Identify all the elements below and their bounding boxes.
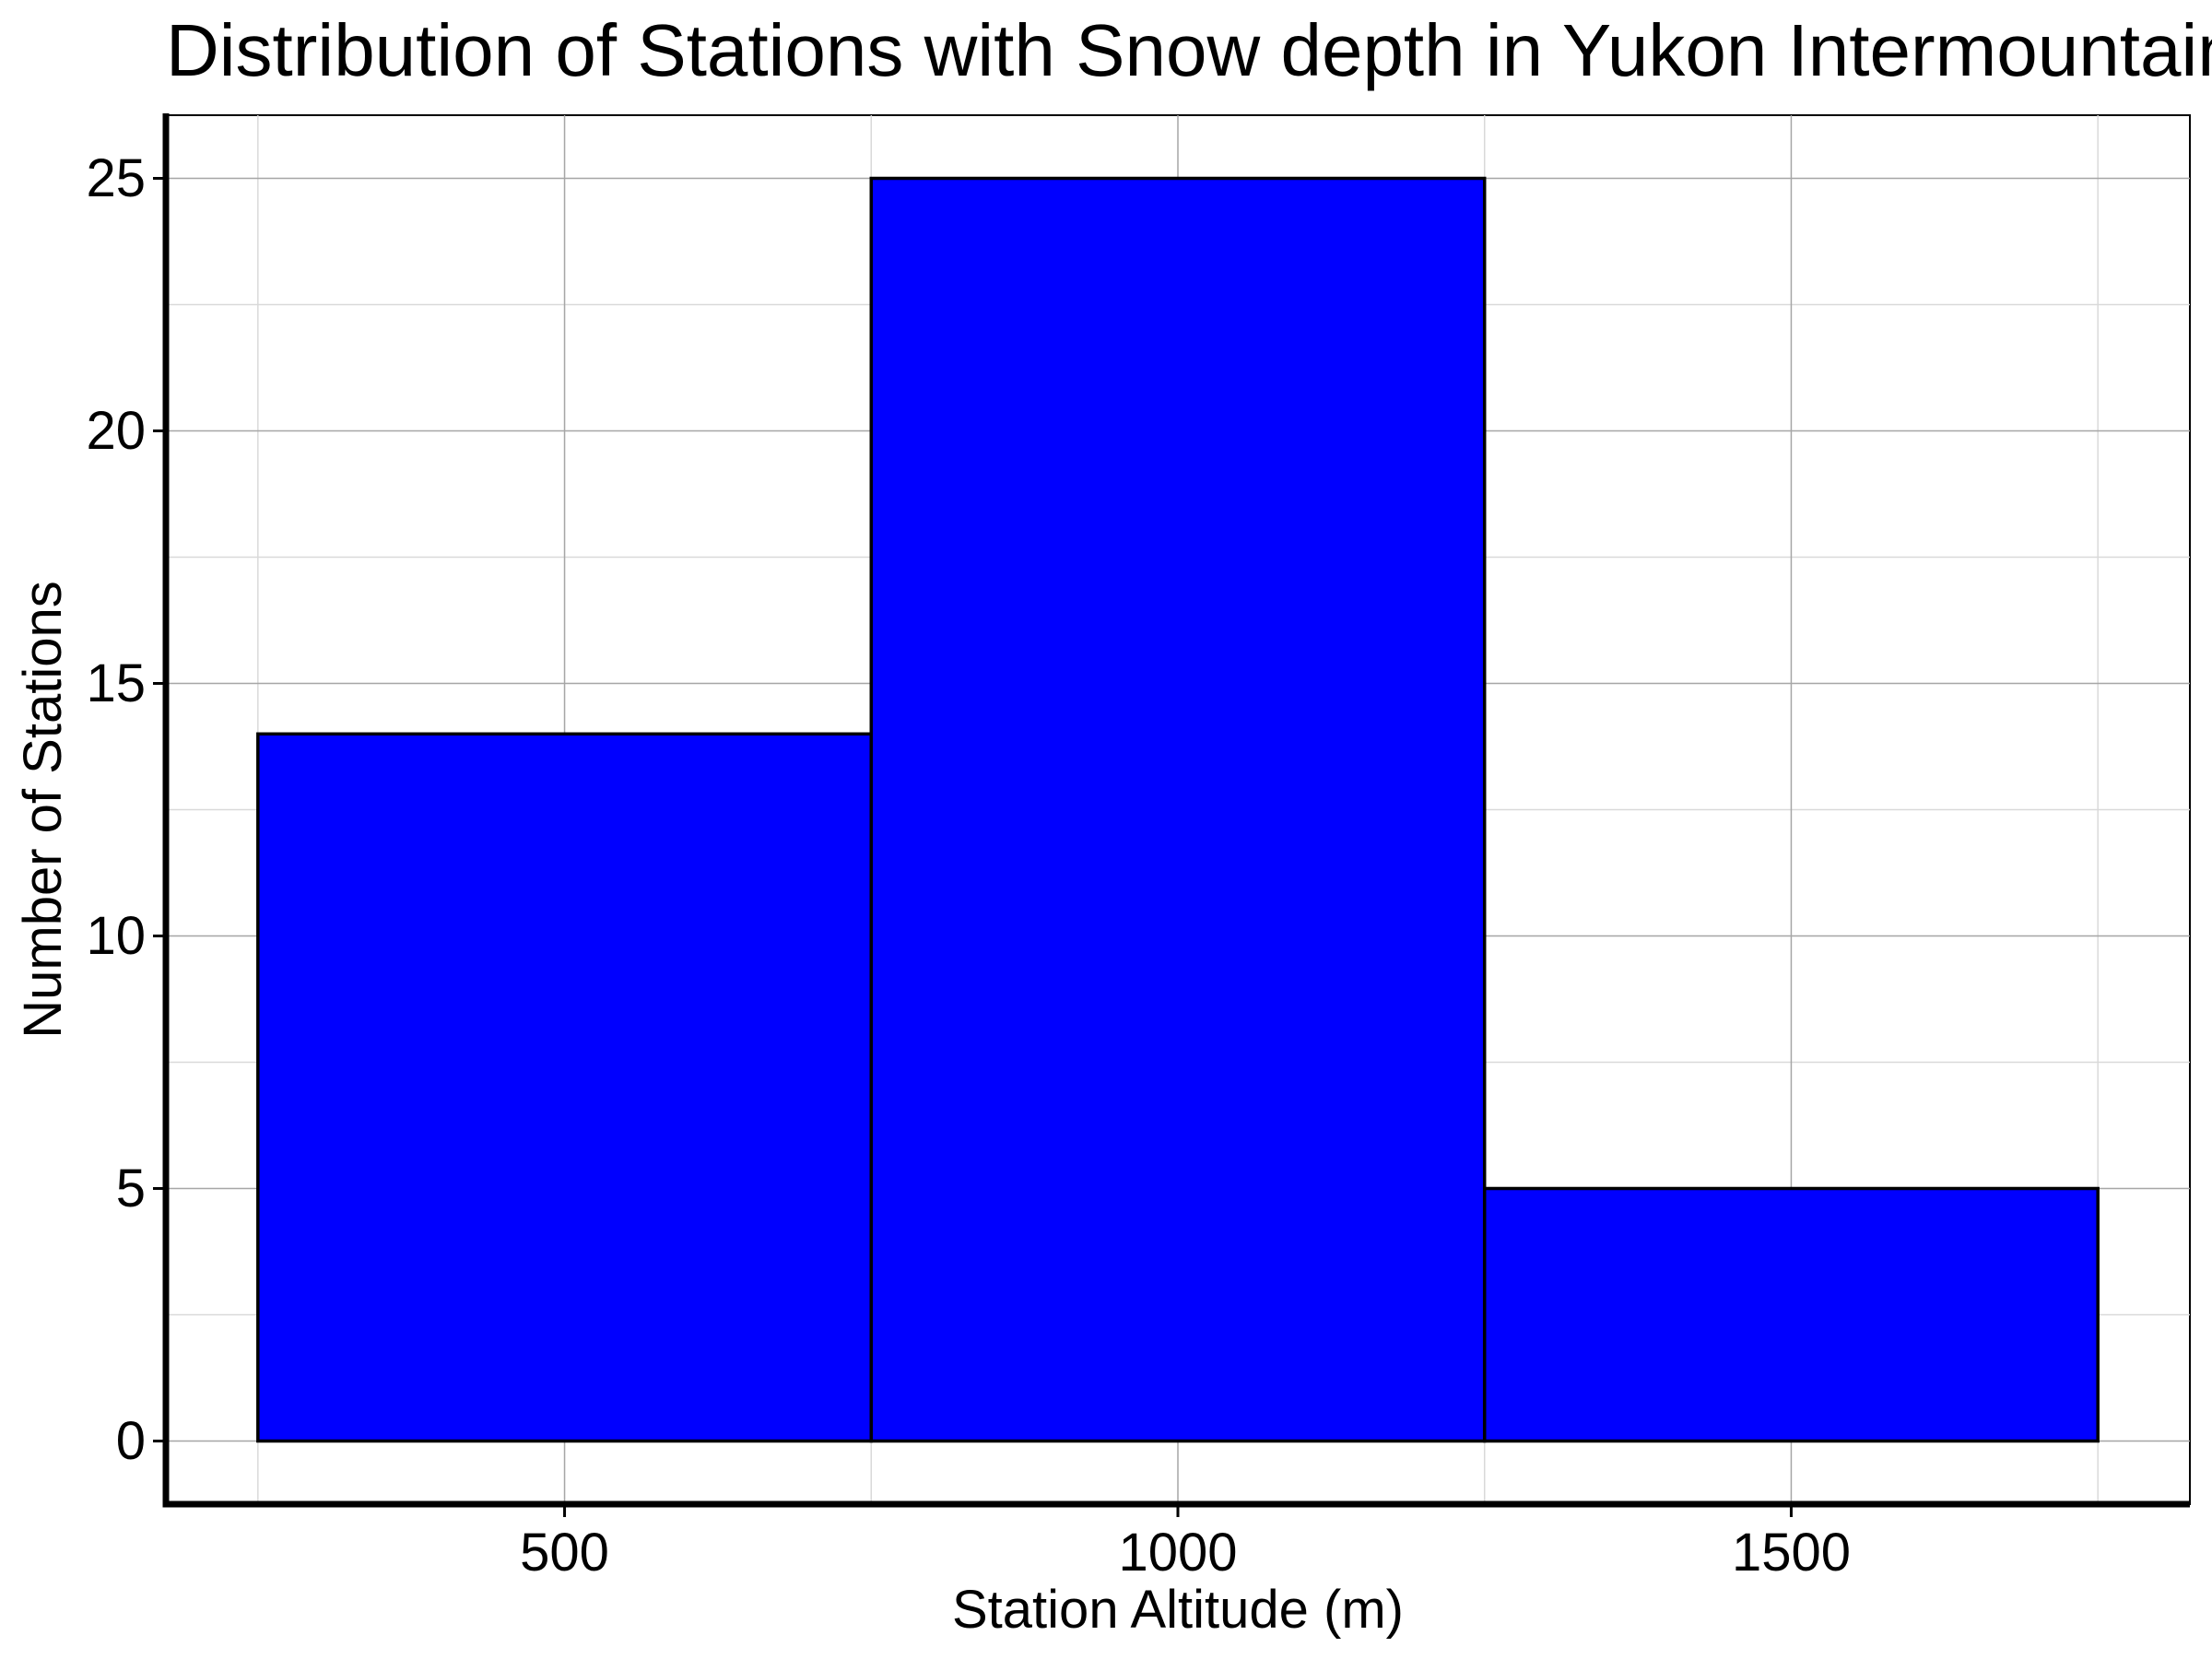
y-tick-label: 0 (116, 1411, 146, 1471)
y-axis-label: Number of Stations (13, 581, 73, 1038)
axis-layer (162, 113, 2190, 1508)
chart-title: Distribution of Stations with Snow depth… (166, 9, 2212, 91)
x-axis-label: Station Altitude (m) (952, 1580, 1404, 1640)
bar-layer (256, 176, 2100, 1443)
tick-label-layer: 0 5 10 15 20 25 500 1000 1500 (86, 148, 1850, 1583)
x-tick-label: 500 (520, 1523, 609, 1583)
y-tick-label: 10 (86, 906, 146, 966)
y-tick-label: 25 (86, 148, 146, 208)
histogram-bar (256, 732, 874, 1443)
y-tick-label: 15 (86, 653, 146, 713)
x-tick-label: 1000 (1118, 1523, 1237, 1583)
histogram-bar (869, 176, 1487, 1443)
y-tick-label: 5 (116, 1159, 146, 1218)
y-tick-label: 20 (86, 401, 146, 461)
histogram-bar (1482, 1186, 2100, 1443)
x-tick-label: 1500 (1732, 1523, 1851, 1583)
